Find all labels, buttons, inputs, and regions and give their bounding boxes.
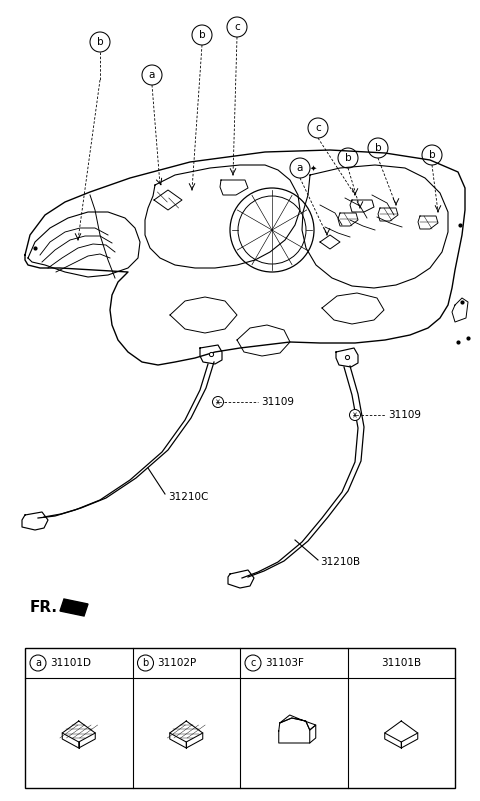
Text: ✦: ✦ <box>310 163 316 172</box>
Text: a: a <box>35 658 41 668</box>
Text: 31109: 31109 <box>388 410 421 420</box>
Text: a: a <box>297 163 303 173</box>
Polygon shape <box>60 599 88 616</box>
Text: a: a <box>149 70 155 80</box>
Text: b: b <box>199 30 205 40</box>
Text: 31102P: 31102P <box>157 658 197 668</box>
Text: 31210C: 31210C <box>168 492 208 502</box>
Text: 31210B: 31210B <box>320 557 360 567</box>
Text: 31109: 31109 <box>261 397 294 407</box>
Circle shape <box>213 396 224 408</box>
Text: 31103F: 31103F <box>265 658 304 668</box>
Text: 31101D: 31101D <box>50 658 91 668</box>
Text: b: b <box>375 143 381 153</box>
Circle shape <box>349 409 360 421</box>
Text: FR.: FR. <box>30 601 58 615</box>
Text: b: b <box>345 153 351 163</box>
Text: c: c <box>315 123 321 133</box>
Text: b: b <box>429 150 435 160</box>
Text: 31101B: 31101B <box>381 658 421 668</box>
Text: b: b <box>143 658 149 668</box>
Text: b: b <box>96 37 103 47</box>
Text: c: c <box>250 658 256 668</box>
Bar <box>25 648 455 788</box>
Text: c: c <box>234 22 240 32</box>
